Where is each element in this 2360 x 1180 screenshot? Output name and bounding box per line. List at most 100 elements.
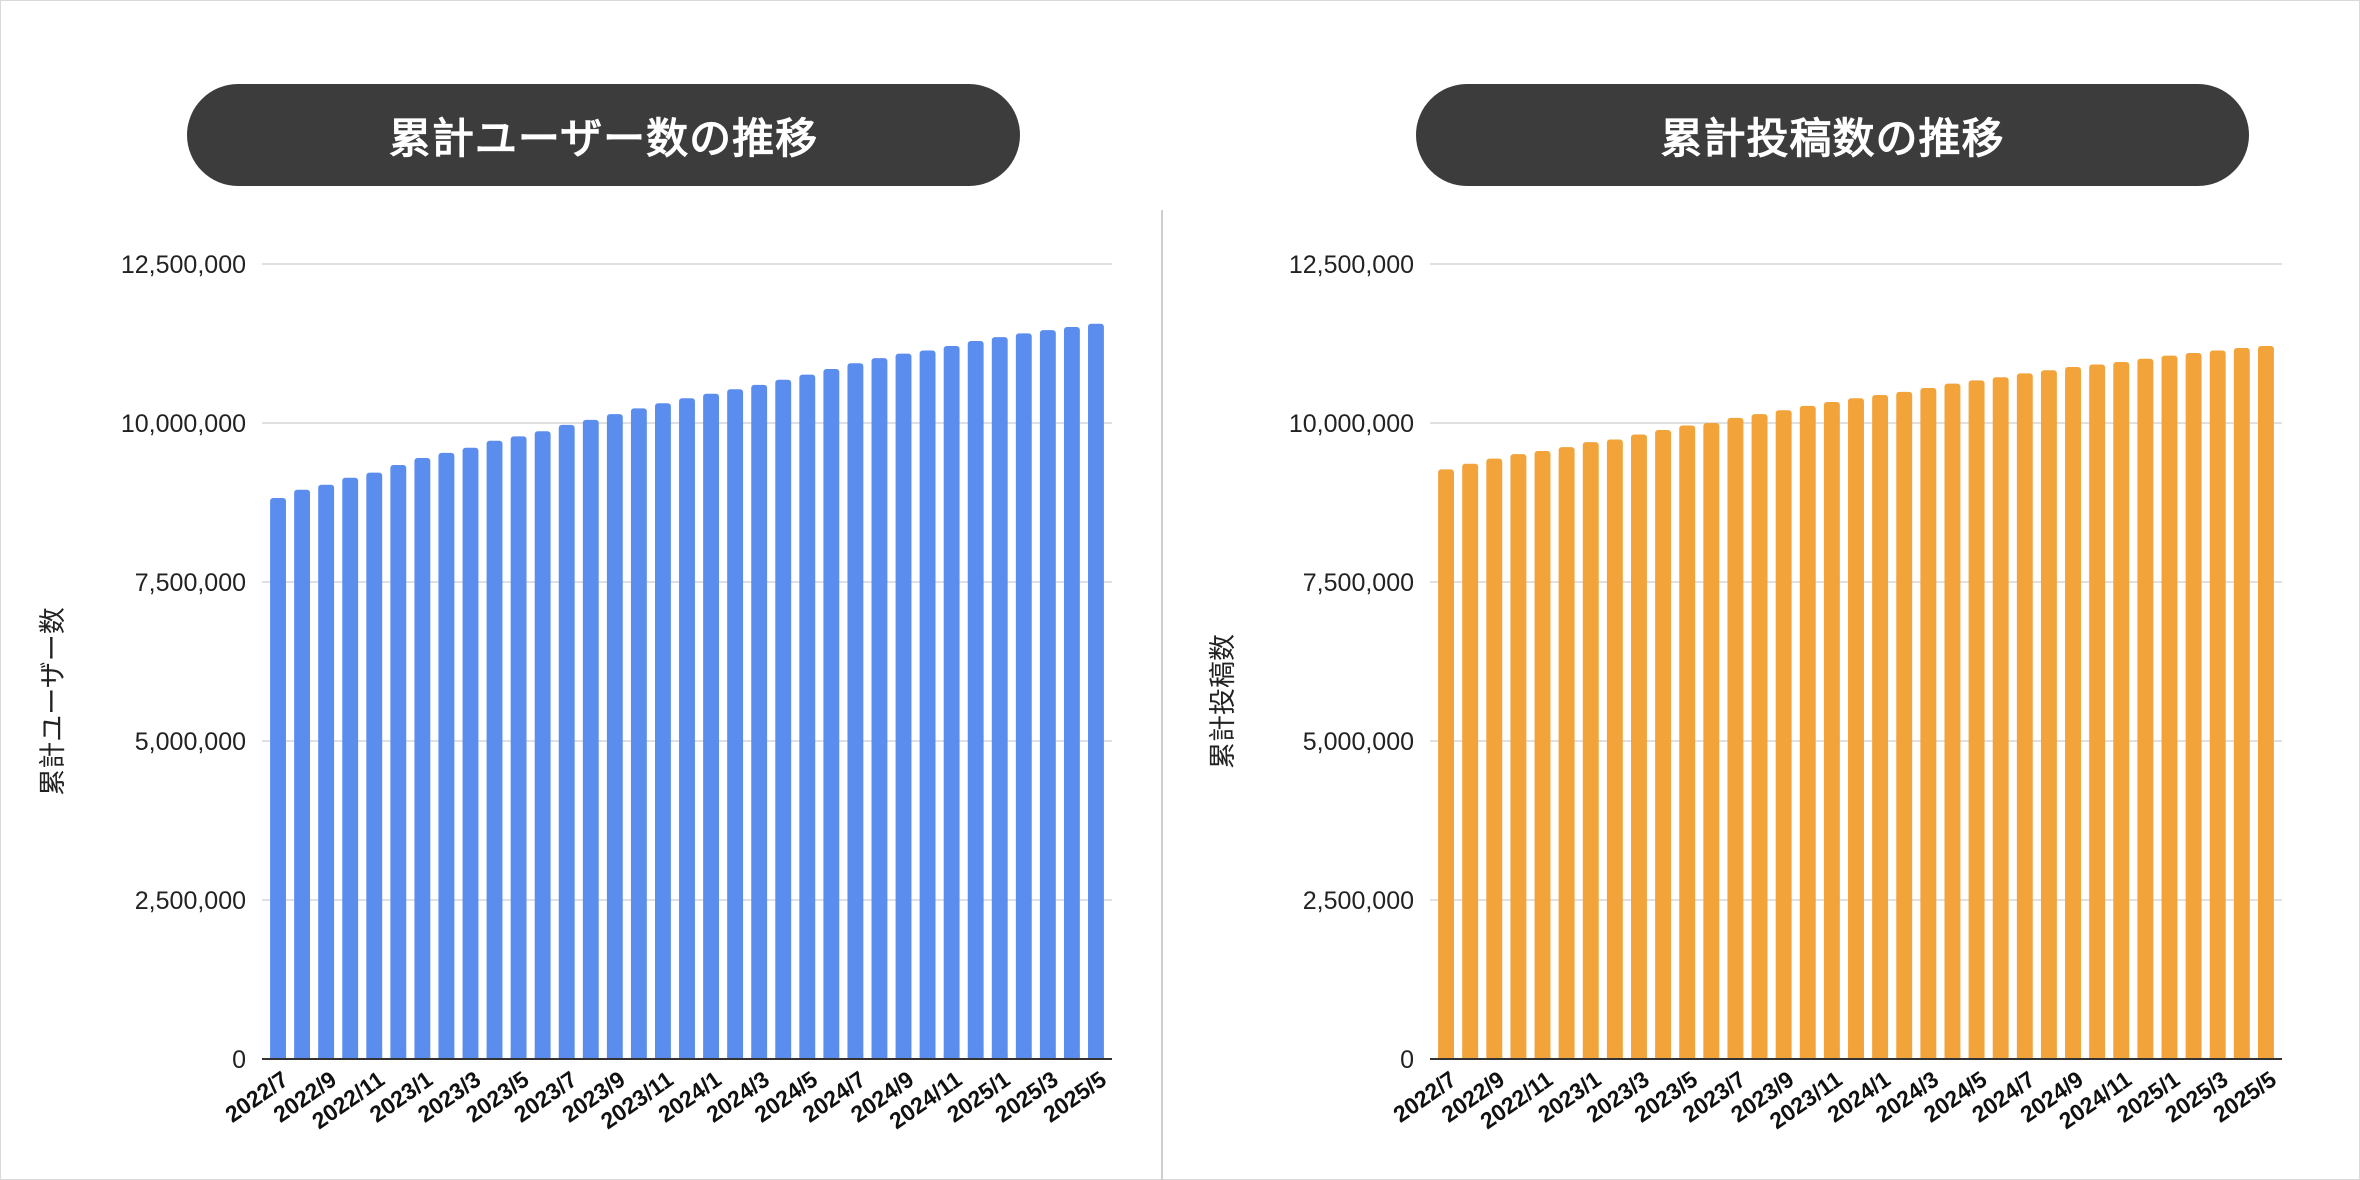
posts-bar-base bbox=[1920, 1055, 1937, 1059]
users-bar bbox=[318, 484, 335, 1059]
users-bar bbox=[438, 452, 455, 1060]
users-bar-base bbox=[390, 1055, 407, 1059]
posts-bar bbox=[1486, 458, 1503, 1060]
posts-bar bbox=[1606, 439, 1623, 1059]
users-bar-base bbox=[534, 1055, 551, 1059]
users-bar bbox=[919, 350, 936, 1060]
users-bar-base bbox=[655, 1055, 671, 1059]
posts-bar bbox=[2257, 346, 2274, 1059]
posts-bar bbox=[1679, 425, 1696, 1059]
posts-bar bbox=[1968, 380, 1985, 1059]
users-bar-base bbox=[775, 1055, 792, 1059]
posts-bar-base bbox=[1438, 1055, 1455, 1059]
users-y-tick-label: 10,000,000 bbox=[121, 410, 246, 438]
posts-bar-base bbox=[1775, 1055, 1792, 1059]
users-bar-base bbox=[270, 1055, 286, 1059]
posts-bar bbox=[1462, 463, 1479, 1060]
users-bar-base bbox=[919, 1055, 936, 1059]
users-bar-base bbox=[967, 1055, 984, 1059]
posts-bar bbox=[1848, 398, 1864, 1059]
posts-bar bbox=[1534, 450, 1551, 1059]
posts-bar bbox=[2065, 367, 2081, 1060]
users-y-tick-label: 0 bbox=[232, 1046, 246, 1074]
users-bar bbox=[967, 340, 984, 1059]
posts-bar bbox=[1582, 442, 1599, 1060]
users-bar-base bbox=[1039, 1055, 1056, 1059]
posts-bar-base bbox=[1534, 1055, 1551, 1059]
posts-bar-base bbox=[1896, 1055, 1913, 1059]
users-bar-base bbox=[943, 1055, 960, 1059]
users-bar bbox=[655, 403, 671, 1059]
users-bar-base bbox=[751, 1055, 768, 1059]
users-bar-base bbox=[630, 1055, 647, 1059]
users-bar bbox=[871, 358, 888, 1059]
posts-bar-base bbox=[2257, 1055, 2274, 1059]
users-bar bbox=[727, 389, 744, 1059]
posts-bar bbox=[1655, 429, 1672, 1060]
users-bar bbox=[630, 408, 647, 1059]
posts-bar-base bbox=[2089, 1055, 2106, 1059]
posts-bar-base bbox=[1558, 1055, 1575, 1059]
users-bar-base bbox=[991, 1055, 1008, 1059]
posts-bar-base bbox=[2161, 1055, 2178, 1059]
users-y-tick-label: 7,500,000 bbox=[135, 569, 246, 597]
posts-bar-base bbox=[1823, 1055, 1840, 1059]
posts-bar bbox=[1944, 383, 1961, 1059]
users-bar bbox=[582, 419, 599, 1059]
posts-bar-base bbox=[2040, 1055, 2057, 1059]
posts-bar bbox=[1920, 388, 1937, 1059]
users-bar bbox=[943, 346, 960, 1059]
posts-chart-title: 累計投稿数の推移 bbox=[1416, 84, 2249, 186]
posts-bar bbox=[1775, 410, 1792, 1059]
users-bar-base bbox=[294, 1055, 311, 1059]
posts-bar-base bbox=[1944, 1055, 1961, 1059]
posts-bar bbox=[1727, 417, 1744, 1059]
users-y-tick-label: 5,000,000 bbox=[135, 728, 246, 756]
users-bar bbox=[847, 363, 864, 1059]
posts-bar bbox=[1438, 469, 1455, 1060]
users-chart-panel: 累計ユーザー数の推移 0 2,500,000 5,000,000 7,500,000 1… bbox=[0, 0, 1160, 1180]
users-bar bbox=[1015, 333, 1032, 1060]
posts-bar bbox=[2137, 358, 2154, 1059]
users-bar-base bbox=[799, 1055, 816, 1059]
posts-bar bbox=[1823, 402, 1840, 1060]
users-bar-chart: 0 2,500,000 5,000,000 7,500,000 10,000,000 12… bbox=[38, 251, 1112, 1134]
posts-bar-base bbox=[1703, 1055, 1720, 1059]
users-chart-title: 累計ユーザー数の推移 bbox=[187, 84, 1020, 186]
users-bar-base bbox=[342, 1055, 359, 1059]
users-bar-base bbox=[366, 1055, 383, 1059]
users-bar-base bbox=[558, 1055, 575, 1059]
users-bar bbox=[703, 393, 719, 1059]
posts-y-tick-label: 0 bbox=[1400, 1046, 1414, 1074]
posts-bar bbox=[1992, 377, 2009, 1059]
users-bar bbox=[270, 498, 286, 1060]
users-bar-base bbox=[823, 1055, 840, 1059]
posts-bar-base bbox=[1462, 1055, 1479, 1059]
users-bar bbox=[679, 398, 695, 1059]
posts-bar-base bbox=[1510, 1055, 1527, 1059]
users-bar bbox=[390, 464, 407, 1059]
users-bar bbox=[1039, 330, 1056, 1059]
posts-y-tick-label: 5,000,000 bbox=[1303, 728, 1414, 756]
posts-bar bbox=[2016, 373, 2033, 1060]
users-bar bbox=[294, 489, 311, 1059]
users-bar-base bbox=[1063, 1055, 1080, 1059]
users-bar bbox=[606, 414, 623, 1059]
posts-bar bbox=[2233, 347, 2250, 1059]
users-bar-base bbox=[679, 1055, 695, 1059]
users-bar-base bbox=[318, 1055, 335, 1059]
posts-y-tick-label: 12,500,000 bbox=[1289, 251, 1414, 279]
users-bar bbox=[414, 457, 431, 1060]
users-bar bbox=[486, 440, 503, 1060]
posts-bar-base bbox=[2016, 1055, 2033, 1059]
users-bar bbox=[534, 431, 551, 1059]
users-bar-base bbox=[1015, 1055, 1032, 1059]
users-bar-base bbox=[703, 1055, 719, 1059]
users-bar bbox=[558, 424, 575, 1060]
posts-bar-base bbox=[2137, 1055, 2154, 1059]
posts-bar-base bbox=[2113, 1055, 2130, 1059]
posts-bar-base bbox=[1968, 1055, 1985, 1059]
users-bar-base bbox=[895, 1055, 912, 1059]
posts-bar bbox=[1751, 414, 1768, 1059]
posts-bar-base bbox=[2185, 1055, 2202, 1059]
